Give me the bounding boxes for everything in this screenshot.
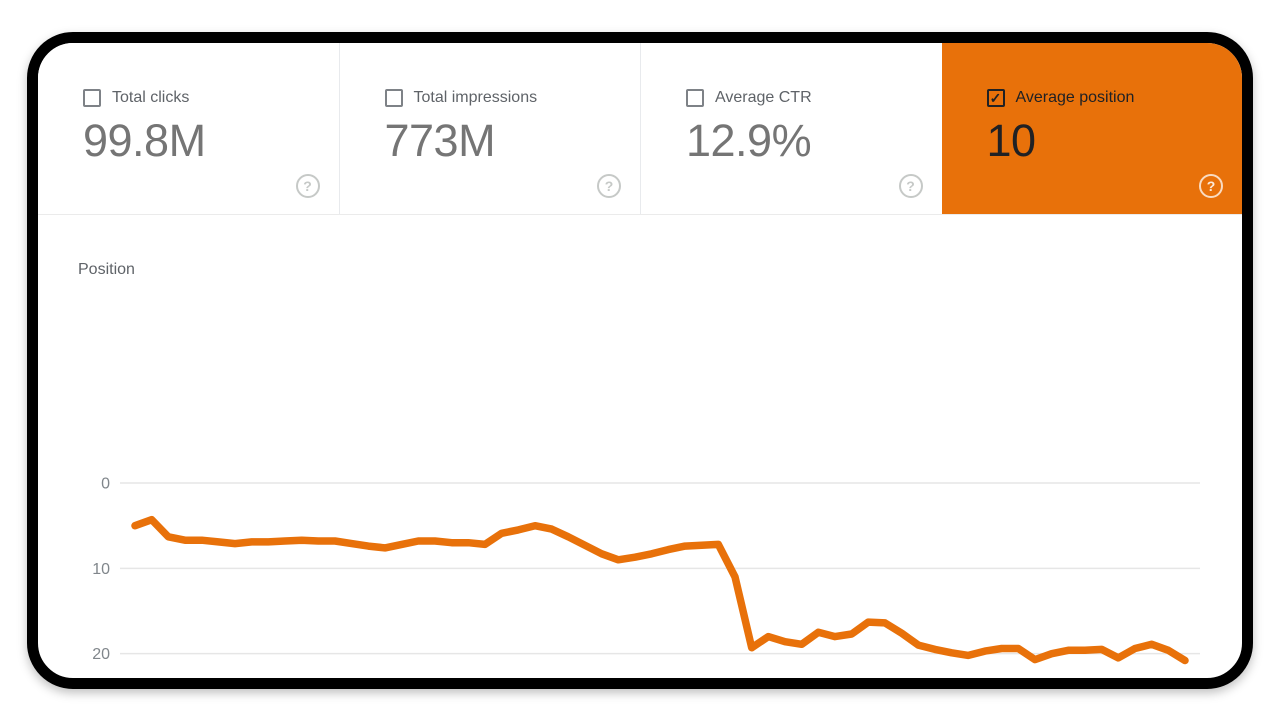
help-icon[interactable]: ?	[1199, 174, 1223, 198]
checkmark-icon: ✓	[989, 90, 1002, 106]
position-line-chart[interactable]: 01020301/1/223/1/225/1/227/1/229/1/2211/…	[38, 375, 1242, 689]
metric-label: Total impressions	[413, 89, 538, 106]
y-axis-tick-label: 0	[101, 476, 110, 493]
app-window: Total clicks 99.8M ? Total impressions 7…	[27, 32, 1253, 689]
metric-label: Average CTR	[715, 89, 812, 106]
checkbox-average-position-checked[interactable]: ✓	[986, 89, 1005, 107]
help-icon[interactable]: ?	[295, 174, 320, 198]
metric-card-total-impressions[interactable]: Total impressions 773M ?	[338, 43, 641, 214]
metric-card-header: Average CTR	[686, 89, 942, 107]
chart-section: Position 01020301/1/223/1/225/1/227/1/22…	[38, 215, 1242, 678]
metric-cards-row: Total clicks 99.8M ? Total impressions 7…	[38, 43, 1242, 215]
help-icon[interactable]: ?	[898, 174, 923, 198]
series-line-average-position	[131, 515, 1189, 665]
metric-card-header: Total clicks	[83, 89, 339, 107]
metric-value: 773M	[384, 115, 496, 166]
checkbox-average-ctr[interactable]	[686, 89, 704, 107]
checkbox-total-clicks[interactable]	[83, 89, 101, 107]
checkbox-total-impressions[interactable]	[384, 89, 403, 107]
metric-value: 10	[986, 115, 1037, 166]
help-icon[interactable]: ?	[597, 174, 621, 198]
metric-card-average-position[interactable]: ✓ Average position 10 ?	[941, 43, 1243, 214]
metric-card-header: Total impressions	[384, 89, 641, 107]
metric-value: 12.9%	[686, 115, 812, 166]
metric-value: 99.8M	[83, 115, 206, 166]
metric-card-header: ✓ Average position	[986, 89, 1243, 107]
y-axis-tick-label: 20	[92, 646, 110, 663]
chart-title: Position	[78, 261, 135, 278]
metric-card-total-clicks[interactable]: Total clicks 99.8M ?	[38, 43, 339, 214]
metric-card-average-ctr[interactable]: Average CTR 12.9% ?	[640, 43, 942, 214]
y-axis-tick-label: 10	[92, 561, 110, 578]
metric-label: Average position	[1015, 89, 1135, 106]
metric-label: Total clicks	[112, 89, 190, 106]
